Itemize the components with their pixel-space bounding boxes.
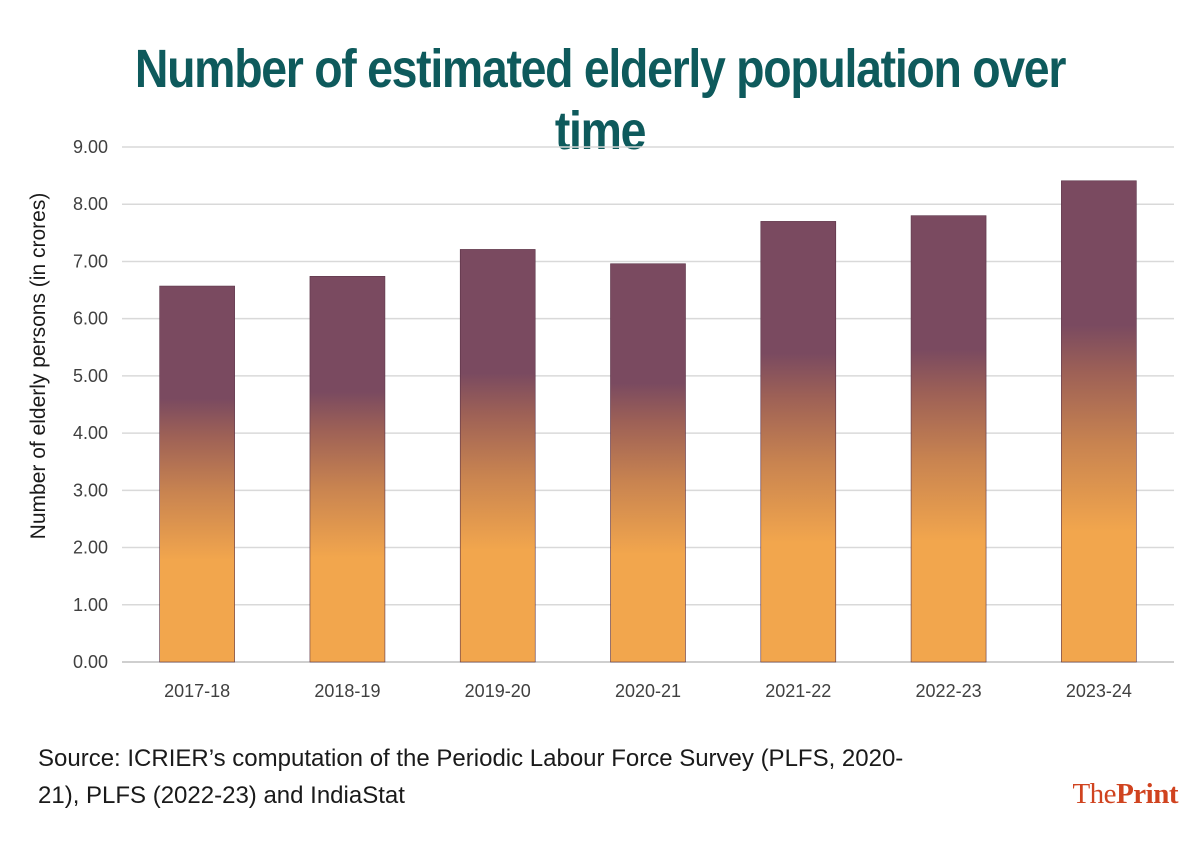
bar-2021-22 — [760, 221, 837, 663]
bar-2018-19 — [309, 276, 386, 663]
y-tick-label: 4.00 — [73, 423, 108, 443]
x-tick-label: 2017-18 — [164, 681, 230, 701]
bar-2017-18 — [159, 285, 235, 663]
bar-2020-21 — [610, 263, 686, 663]
y-axis-label: Number of elderly persons (in crores) — [27, 193, 50, 540]
y-axis-ticks: 0.00 1.00 2.00 3.00 4.00 5.00 6.00 7.00 8.00 9.00 — [73, 137, 108, 672]
y-tick-label: 5.00 — [73, 366, 108, 386]
bar-2019-20 — [459, 249, 536, 663]
x-tick-label: 2022-23 — [916, 681, 982, 701]
x-tick-label: 2020-21 — [615, 681, 681, 701]
y-tick-label: 9.00 — [73, 137, 108, 157]
x-tick-label: 2019-20 — [465, 681, 531, 701]
bars — [159, 180, 1137, 663]
y-tick-label: 0.00 — [73, 652, 108, 672]
theprint-logo: ThePrint — [1072, 778, 1178, 810]
y-tick-label: 2.00 — [73, 538, 108, 558]
bar-2023-24 — [1061, 180, 1137, 663]
x-tick-label: 2018-19 — [314, 681, 380, 701]
y-tick-label: 6.00 — [73, 309, 108, 329]
x-tick-label: 2021-22 — [765, 681, 831, 701]
y-tick-label: 8.00 — [73, 194, 108, 214]
chart-title: Number of estimated elderly population o… — [134, 39, 1067, 161]
y-tick-label: 7.00 — [73, 251, 108, 271]
x-tick-label: 2023-24 — [1066, 681, 1132, 701]
bar-2022-23 — [910, 215, 987, 663]
y-tick-label: 3.00 — [73, 480, 108, 500]
source-note: Source: ICRIER’s computation of the Peri… — [38, 745, 904, 809]
x-axis-ticks: 2017-18 2018-19 2019-20 2020-21 2021-22 2022-… — [164, 681, 1132, 701]
y-tick-label: 1.00 — [73, 595, 108, 615]
